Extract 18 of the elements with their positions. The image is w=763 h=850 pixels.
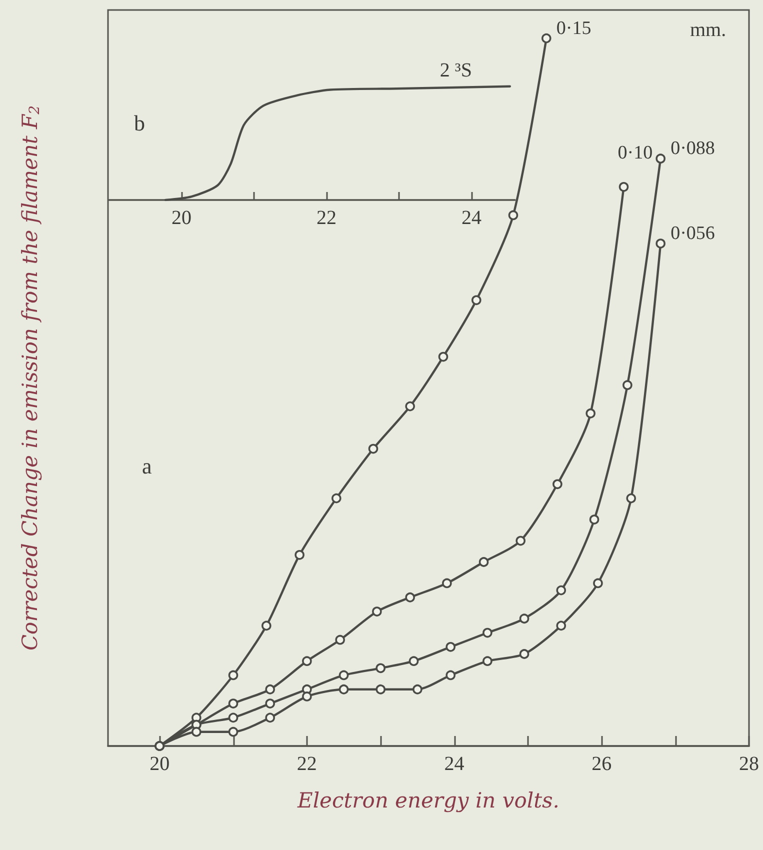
x-tick-label: 26 bbox=[592, 753, 612, 775]
annotation: a bbox=[142, 454, 152, 478]
x-tick-label: 22 bbox=[316, 207, 336, 229]
x-tick-label: 22 bbox=[296, 753, 317, 775]
x-tick-label: 24 bbox=[444, 753, 464, 775]
x-axis-title: Electron energy in volts. bbox=[296, 788, 560, 812]
series-label: 0·056 bbox=[670, 223, 715, 244]
y-axis-title: Corrected Change in emission from the filament F2 bbox=[18, 105, 43, 651]
legend-title: mm. bbox=[690, 19, 726, 41]
x-tick-label: 24 bbox=[462, 207, 482, 229]
series-label: 0·15 bbox=[556, 18, 592, 39]
x-tick-label: 20 bbox=[172, 207, 192, 229]
series-label: 2 ³S bbox=[440, 59, 472, 82]
series-label: 0·10 bbox=[618, 142, 653, 164]
annotation: b bbox=[134, 110, 145, 136]
series-label: 0·088 bbox=[670, 138, 715, 160]
x-tick-label: 20 bbox=[150, 753, 170, 775]
x-tick-label: 28 bbox=[739, 753, 759, 775]
